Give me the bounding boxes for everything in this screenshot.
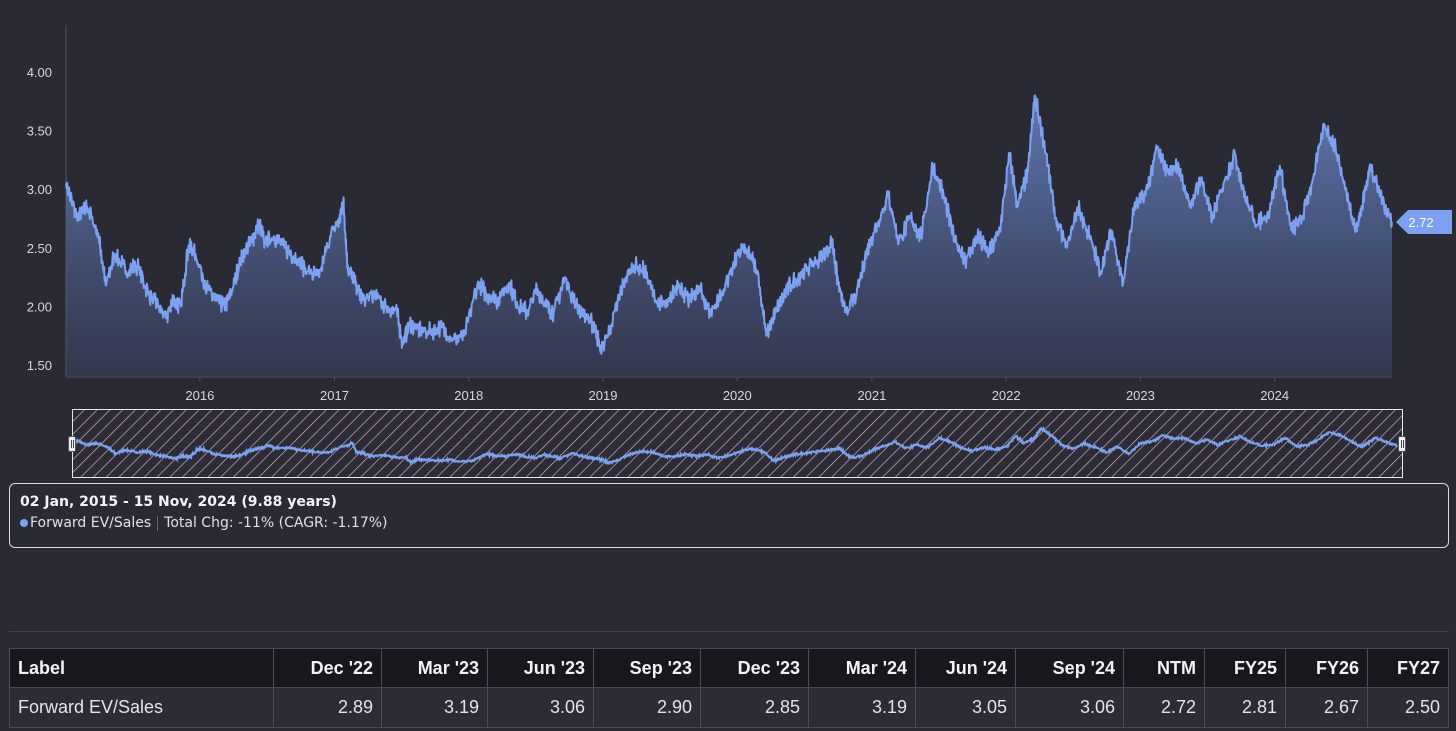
y-tick-label: 3.50 bbox=[27, 124, 52, 139]
table-header: Sep '23 bbox=[593, 648, 701, 688]
series-area-forward-ev-sales bbox=[66, 95, 1392, 378]
divider bbox=[157, 515, 159, 531]
table-header: NTM bbox=[1123, 648, 1205, 688]
section-divider bbox=[9, 631, 1449, 632]
range-summary-box: 02 Jan, 2015 - 15 Nov, 2024 (9.88 years)… bbox=[9, 483, 1449, 548]
table-cell: 3.19 bbox=[381, 687, 488, 728]
date-range-label: 02 Jan, 2015 - 15 Nov, 2024 (9.88 years) bbox=[20, 494, 337, 510]
table-cell: 3.06 bbox=[487, 687, 594, 728]
main-chart: 1.502.002.503.003.504.00 2016 2017 2018 201… bbox=[27, 25, 1452, 403]
total-change: Total Chg: -11% (CAGR: -1.17%) bbox=[164, 515, 388, 531]
table-header: Mar '23 bbox=[381, 648, 488, 688]
x-tick-label: 2023 bbox=[1126, 388, 1155, 403]
table-header: FY27 bbox=[1367, 648, 1449, 688]
table-cell: 2.89 bbox=[273, 687, 382, 728]
table-header: Dec '23 bbox=[700, 648, 809, 688]
y-tick-label: 4.00 bbox=[27, 65, 52, 80]
x-tick-label: 2021 bbox=[857, 388, 886, 403]
table-cell: 2.90 bbox=[593, 687, 701, 728]
table-header: Dec '22 bbox=[273, 648, 382, 688]
x-tick-label: 2024 bbox=[1260, 388, 1289, 403]
x-tick-label: 2019 bbox=[589, 388, 618, 403]
last-value-marker: 2.72 bbox=[1396, 210, 1452, 235]
last-value-label: 2.72 bbox=[1408, 215, 1433, 230]
navigator-series-line bbox=[75, 426, 1398, 467]
last-value-flag bbox=[1396, 210, 1452, 235]
table-cell: 2.50 bbox=[1367, 687, 1449, 728]
table-cell: 2.67 bbox=[1285, 687, 1368, 728]
table-cell: Forward EV/Sales bbox=[9, 687, 274, 728]
series-line-forward-ev-sales bbox=[65, 94, 1393, 355]
series-dot-icon bbox=[20, 519, 28, 527]
table-cell: 2.85 bbox=[700, 687, 809, 728]
table-cell: 3.05 bbox=[915, 687, 1016, 728]
table-header-row: Label Dec '22 Mar '23 Jun '23 Sep '23 De… bbox=[9, 648, 1449, 688]
table-cell: 3.06 bbox=[1015, 687, 1124, 728]
y-tick-label: 2.50 bbox=[27, 241, 52, 256]
table-header: Jun '23 bbox=[487, 648, 594, 688]
navigator-left-handle[interactable] bbox=[68, 436, 76, 452]
table-cell: 3.19 bbox=[808, 687, 916, 728]
x-tick-label: 2022 bbox=[992, 388, 1021, 403]
y-axis: 1.50 2.00 2.50 3.00 3.50 4.00 bbox=[27, 25, 67, 377]
x-tick-label: 2017 bbox=[320, 388, 349, 403]
x-tick-label: 2016 bbox=[185, 388, 214, 403]
table-header: FY25 bbox=[1204, 648, 1286, 688]
y-tick-label: 2.00 bbox=[27, 299, 52, 314]
table-row: Forward EV/Sales 2.89 3.19 3.06 2.90 2.8… bbox=[9, 687, 1449, 728]
y-tick-label: 1.50 bbox=[27, 358, 52, 373]
x-tick-label: 2020 bbox=[723, 388, 752, 403]
table-header: Sep '24 bbox=[1015, 648, 1124, 688]
table-header: Jun '24 bbox=[915, 648, 1016, 688]
series-name: Forward EV/Sales bbox=[30, 515, 152, 531]
navigator-selection[interactable] bbox=[72, 409, 1403, 478]
range-navigator[interactable] bbox=[72, 409, 1403, 479]
x-tick-label: 2018 bbox=[454, 388, 483, 403]
table-header: FY26 bbox=[1285, 648, 1368, 688]
x-axis: 2016 2017 2018 2019 2020 2021 2022 2023 2024 bbox=[66, 376, 1392, 403]
table-header: Mar '24 bbox=[808, 648, 916, 688]
navigator-right-handle[interactable] bbox=[1398, 436, 1406, 452]
values-table: Label Dec '22 Mar '23 Jun '23 Sep '23 De… bbox=[9, 648, 1449, 728]
table-cell: 2.81 bbox=[1204, 687, 1286, 728]
table-cell: 2.72 bbox=[1123, 687, 1205, 728]
table-header: Label bbox=[9, 648, 274, 688]
y-tick-label: 3.00 bbox=[27, 182, 52, 197]
